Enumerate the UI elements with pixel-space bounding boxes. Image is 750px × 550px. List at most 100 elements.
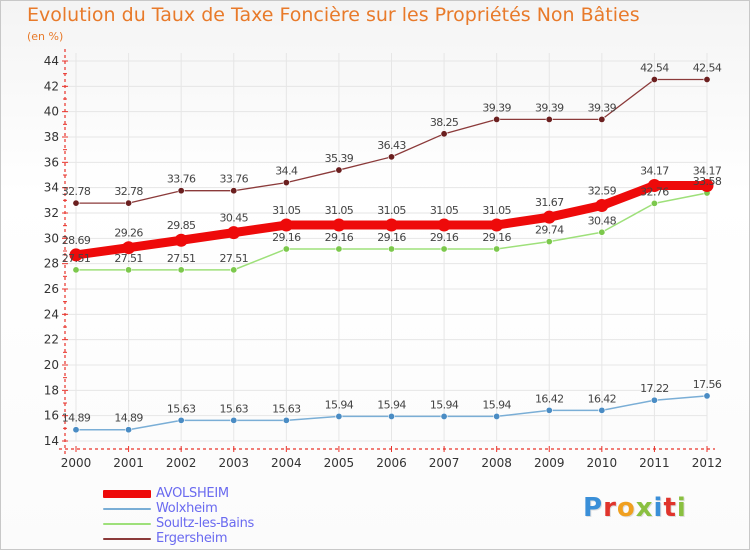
point-avolsheim: [174, 233, 188, 247]
y-tick-label: 20: [44, 358, 59, 372]
data-label-soultz-les-bains: 30.48: [588, 214, 617, 227]
y-tick-label: 26: [44, 282, 59, 296]
data-label-avolsheim: 31.67: [535, 196, 564, 209]
point-ergersheim: [335, 166, 343, 174]
point-wolxheim: [493, 412, 501, 420]
point-ergersheim: [125, 199, 133, 207]
point-ergersheim: [598, 115, 606, 123]
x-tick-label: 2012: [692, 456, 723, 470]
point-ergersheim: [282, 179, 290, 187]
data-label-avolsheim: 31.05: [325, 204, 354, 217]
point-soultz-les-bains: [493, 245, 501, 253]
point-soultz-les-bains: [335, 245, 343, 253]
point-soultz-les-bains: [282, 245, 290, 253]
data-label-ergersheim: 34.4: [275, 165, 298, 178]
data-label-soultz-les-bains: 29.16: [482, 231, 511, 244]
point-soultz-les-bains: [545, 238, 553, 246]
data-label-wolxheim: 16.42: [535, 392, 564, 405]
point-avolsheim: [332, 218, 346, 232]
legend-label: AVOLSHEIM: [156, 486, 229, 501]
point-avolsheim: [542, 210, 556, 224]
point-wolxheim: [282, 416, 290, 424]
data-label-ergersheim: 32.78: [114, 185, 143, 198]
legend-label: Wolxheim: [156, 501, 218, 516]
point-soultz-les-bains: [125, 266, 133, 274]
point-wolxheim: [230, 416, 238, 424]
data-label-wolxheim: 15.94: [325, 398, 354, 411]
data-label-soultz-les-bains: 27.51: [62, 252, 91, 265]
data-label-soultz-les-bains: 27.51: [114, 252, 143, 265]
data-label-wolxheim: 17.22: [640, 382, 669, 395]
point-ergersheim: [493, 115, 501, 123]
data-label-avolsheim: 34.17: [640, 165, 669, 178]
y-tick-label: 32: [44, 206, 59, 220]
legend-label: Soultz-les-Bains: [156, 516, 254, 531]
data-label-ergersheim: 39.39: [535, 101, 564, 114]
data-label-soultz-les-bains: 27.51: [220, 252, 249, 265]
point-avolsheim: [490, 218, 504, 232]
data-labels: 32.78 32.78 33.76 33.76 34.4 35.39 36.43 38.25 3…: [62, 61, 723, 424]
data-label-wolxheim: 15.94: [430, 398, 459, 411]
data-label-wolxheim: 16.42: [588, 392, 617, 405]
data-label-ergersheim: 33.76: [220, 173, 249, 186]
logo-letter: P: [583, 493, 604, 523]
data-label-wolxheim: 15.63: [220, 402, 249, 415]
data-label-soultz-les-bains: 29.16: [325, 231, 354, 244]
point-avolsheim: [595, 199, 609, 213]
x-tick-label: 2008: [481, 456, 512, 470]
data-label-wolxheim: 15.63: [272, 402, 301, 415]
grid: [65, 53, 708, 442]
point-soultz-les-bains: [72, 266, 80, 274]
y-tick-label: 24: [44, 307, 59, 321]
logo-letter: i: [653, 493, 664, 523]
data-label-avolsheim: 32.59: [588, 185, 617, 198]
data-label-ergersheim: 42.54: [640, 61, 669, 74]
point-avolsheim: [279, 218, 293, 232]
data-label-avolsheim: 31.05: [430, 204, 459, 217]
data-label-avolsheim: 29.85: [167, 219, 196, 232]
y-tick-label: 28: [44, 257, 59, 271]
data-label-soultz-les-bains: 27.51: [167, 252, 196, 265]
data-label-ergersheim: 32.78: [62, 185, 91, 198]
point-ergersheim: [650, 75, 658, 83]
legend-swatch: [103, 508, 151, 510]
point-wolxheim: [650, 396, 658, 404]
data-label-avolsheim: 31.05: [272, 204, 301, 217]
data-label-wolxheim: 15.94: [377, 398, 406, 411]
point-wolxheim: [440, 412, 448, 420]
point-ergersheim: [72, 199, 80, 207]
point-ergersheim: [545, 115, 553, 123]
legend-label: Ergersheim: [156, 531, 228, 546]
data-label-wolxheim: 17.56: [693, 378, 722, 391]
point-wolxheim: [72, 426, 80, 434]
data-label-ergersheim: 39.39: [482, 101, 511, 114]
y-tick-label: 36: [44, 155, 59, 169]
point-soultz-les-bains: [440, 245, 448, 253]
point-wolxheim: [703, 392, 711, 400]
unit-label: (en %): [27, 30, 64, 43]
data-label-soultz-les-bains: 29.16: [430, 231, 459, 244]
y-tick-label: 18: [44, 383, 59, 397]
point-soultz-les-bains: [650, 199, 658, 207]
logo-letter: t: [663, 493, 677, 523]
x-tick-label: 2009: [534, 456, 565, 470]
point-ergersheim: [177, 187, 185, 195]
chart-title: Evolution du Taux de Taxe Foncière sur l…: [27, 4, 640, 26]
x-tick-label: 2011: [639, 456, 670, 470]
logo-letter: i: [676, 493, 687, 523]
data-label-avolsheim: 31.05: [482, 204, 511, 217]
proxiti-logo: Proxiti: [583, 493, 687, 523]
point-ergersheim: [387, 153, 395, 161]
legend-swatch: [103, 538, 151, 540]
point-ergersheim: [440, 130, 448, 138]
y-tick-label: 34: [44, 181, 59, 195]
x-tick-label: 2001: [113, 456, 144, 470]
x-tick-label: 2004: [271, 456, 302, 470]
point-wolxheim: [125, 426, 133, 434]
point-avolsheim: [700, 179, 714, 193]
point-avolsheim: [385, 218, 398, 232]
data-label-avolsheim: 31.05: [377, 204, 406, 217]
point-wolxheim: [387, 412, 395, 420]
